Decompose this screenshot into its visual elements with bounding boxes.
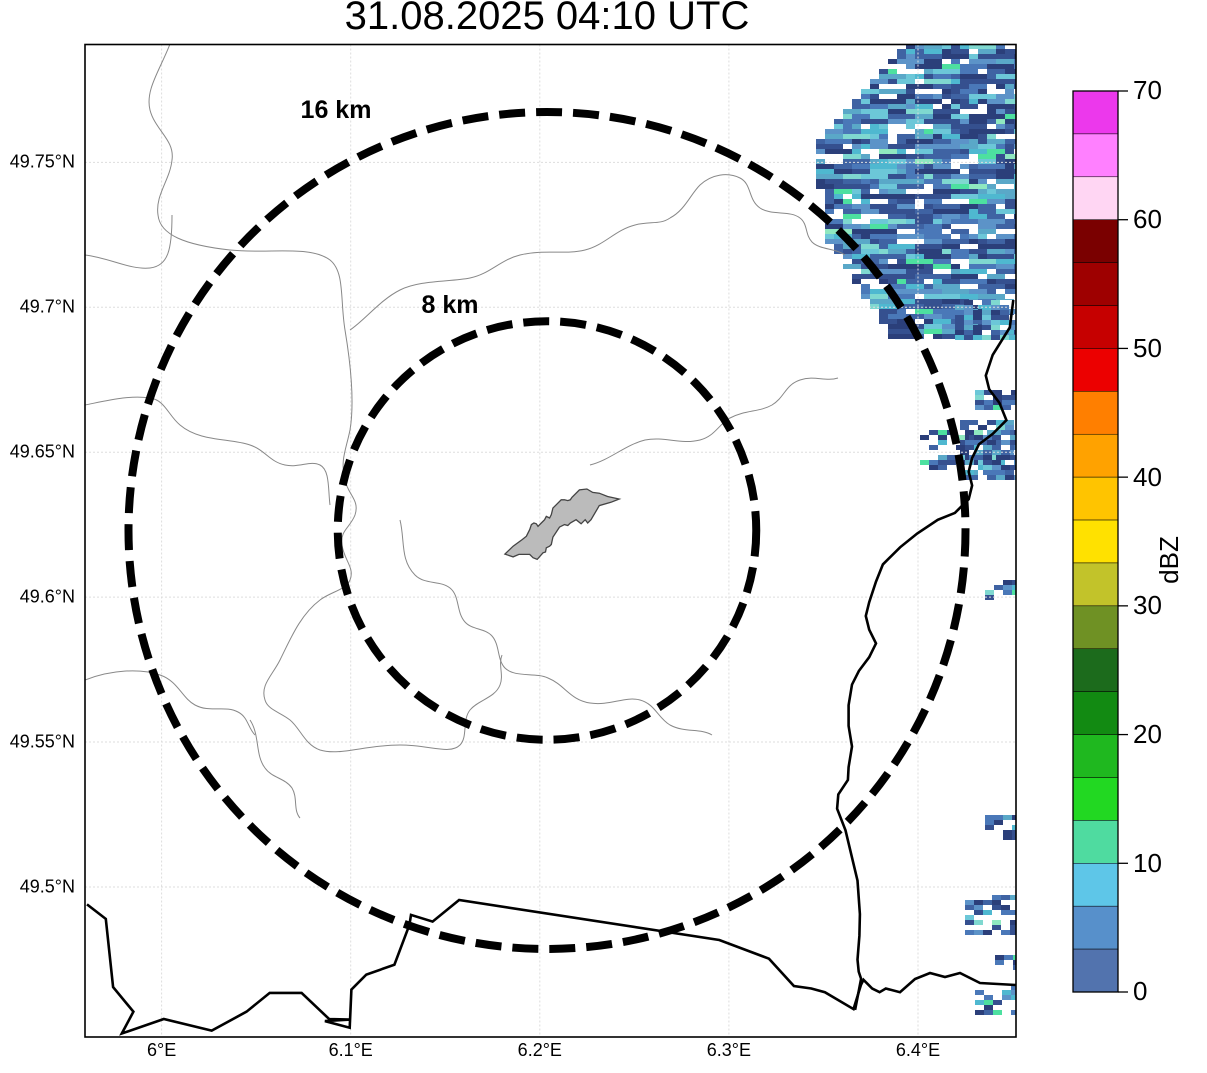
svg-text:16 km: 16 km [301, 96, 372, 124]
svg-text:60: 60 [1133, 204, 1162, 234]
svg-text:20: 20 [1133, 719, 1162, 749]
svg-text:0: 0 [1133, 976, 1147, 1006]
svg-text:40: 40 [1133, 462, 1162, 492]
svg-text:50: 50 [1133, 333, 1162, 363]
svg-text:10: 10 [1133, 848, 1162, 878]
svg-text:dBZ: dBZ [1154, 536, 1184, 584]
svg-text:30: 30 [1133, 590, 1162, 620]
svg-text:70: 70 [1133, 75, 1162, 105]
svg-text:8 km: 8 km [422, 291, 479, 319]
